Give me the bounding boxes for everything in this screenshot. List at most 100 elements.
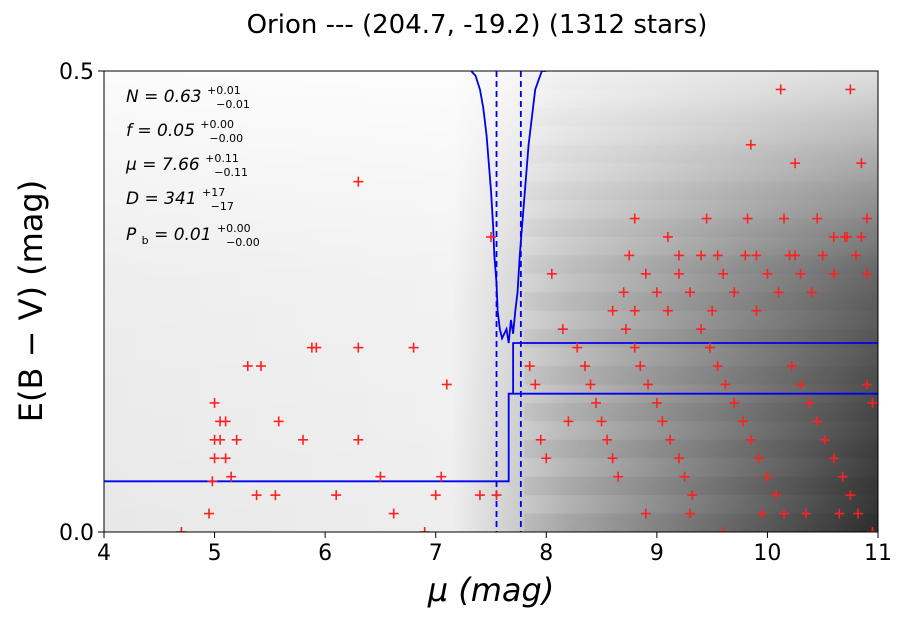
star-marker [629, 305, 640, 316]
star-marker [607, 453, 618, 464]
star-marker [651, 397, 662, 408]
star-marker [867, 527, 878, 532]
star-marker [535, 434, 546, 445]
star-marker [620, 324, 631, 335]
x-tick-label: 9 [650, 541, 664, 566]
star-marker [817, 250, 828, 261]
star-marker [273, 416, 284, 427]
model-step-line [104, 392, 878, 483]
star-marker [270, 490, 281, 501]
x-tick-label: 5 [208, 541, 222, 566]
star-marker [226, 471, 237, 482]
star-marker [867, 397, 878, 408]
star-marker [696, 250, 707, 261]
star-marker [251, 490, 262, 501]
star-marker [408, 342, 419, 353]
star-marker [629, 342, 640, 353]
star-marker [707, 305, 718, 316]
star-marker [662, 231, 673, 242]
star-marker [624, 250, 635, 261]
star-marker [812, 416, 823, 427]
x-tick-label: 4 [97, 541, 111, 566]
star-marker [795, 379, 806, 390]
star-marker [353, 434, 364, 445]
star-marker [572, 342, 583, 353]
star-marker [673, 453, 684, 464]
star-marker [756, 508, 767, 519]
star-marker [745, 139, 756, 150]
star-marker [679, 471, 690, 482]
star-marker [209, 434, 220, 445]
star-marker [204, 508, 215, 519]
star-marker [837, 471, 848, 482]
star-marker [745, 434, 756, 445]
star-marker [176, 527, 187, 532]
star-marker [845, 490, 856, 501]
star-marker [419, 527, 430, 532]
star-marker [331, 490, 342, 501]
star-marker [602, 434, 613, 445]
star-marker [209, 397, 220, 408]
star-marker [861, 213, 872, 224]
x-tick-label: 7 [429, 541, 443, 566]
star-marker [773, 287, 784, 298]
star-marker [524, 361, 535, 372]
star-marker [436, 471, 447, 482]
star-marker [762, 268, 773, 279]
star-marker [585, 379, 596, 390]
star-marker [563, 416, 574, 427]
star-marker [256, 361, 267, 372]
star-marker [790, 250, 801, 261]
star-marker [779, 508, 790, 519]
star-marker [856, 231, 867, 242]
star-marker [806, 287, 817, 298]
star-marker [685, 287, 696, 298]
star-marker [845, 84, 856, 95]
star-marker [804, 397, 815, 408]
plot-frame [103, 70, 879, 533]
star-marker [738, 416, 749, 427]
star-marker [753, 453, 764, 464]
star-marker [530, 379, 541, 390]
star-marker [712, 361, 723, 372]
star-marker [591, 397, 602, 408]
star-marker [779, 213, 790, 224]
star-marker [795, 268, 806, 279]
star-marker [474, 490, 485, 501]
star-marker [696, 324, 707, 335]
star-marker [662, 305, 673, 316]
y-ticks: 0.0 0.5 [59, 60, 104, 546]
stars-layer [176, 84, 878, 532]
star-marker [441, 379, 452, 390]
star-marker [665, 434, 676, 445]
star-marker [834, 508, 845, 519]
fit-annotations: N = 0.63 +0.01 −0.01 f = 0.05 +0.00 −0.0… [125, 84, 260, 249]
star-marker [801, 508, 812, 519]
star-marker [640, 268, 651, 279]
x-axis-label: μ (mag) [427, 571, 555, 609]
star-marker [853, 508, 864, 519]
star-marker [242, 361, 253, 372]
star-marker [790, 158, 801, 169]
star-marker [856, 158, 867, 169]
star-marker [762, 471, 773, 482]
model-layer [104, 71, 878, 532]
y-tick-label: 0.0 [59, 521, 94, 546]
star-marker [812, 213, 823, 224]
chart-title: Orion --- (204.7, -19.2) (1312 stars) [247, 10, 708, 40]
star-marker [819, 434, 830, 445]
star-marker [775, 84, 786, 95]
star-marker [828, 268, 839, 279]
star-marker [557, 324, 568, 335]
star-marker [311, 342, 322, 353]
star-marker [828, 453, 839, 464]
star-marker [673, 268, 684, 279]
star-marker [579, 361, 590, 372]
star-marker [751, 250, 762, 261]
star-marker [685, 508, 696, 519]
star-marker [771, 490, 782, 501]
star-marker [701, 213, 712, 224]
y-tick-label: 0.5 [59, 60, 94, 85]
star-marker [220, 453, 231, 464]
